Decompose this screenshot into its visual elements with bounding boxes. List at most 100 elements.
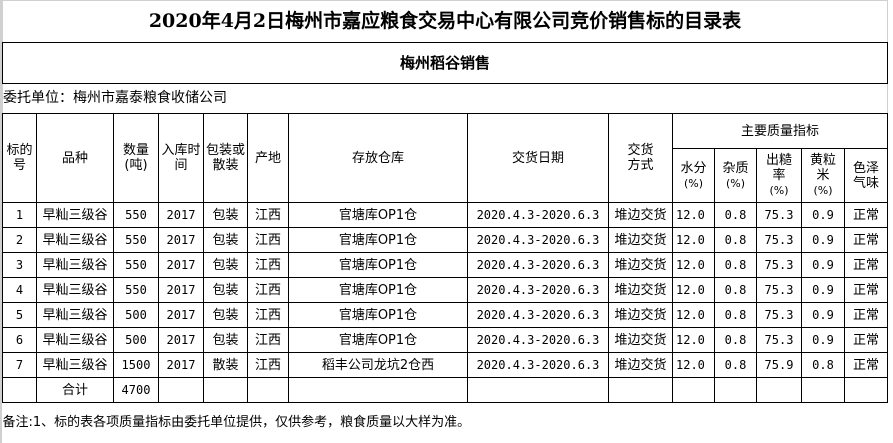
cell-delivery-date: 2020.4.3-2020.6.3	[467, 302, 609, 328]
table-row: 2 早籼三级谷 550 2017 包装 江西 官塘库OP1仓 2020.4.3-2020.6.…	[2, 227, 888, 253]
cell-color-smell: 正常	[844, 327, 888, 353]
table-row: 4 早籼三级谷 550 2017 包装 江西 官塘库OP1仓 2020.4.3-2020.6.…	[2, 277, 888, 303]
header-moisture: 水分 (%)	[672, 148, 715, 203]
table-row: 3 早籼三级谷 550 2017 包装 江西 官塘库OP1仓 2020.4.3-2020.6.…	[2, 252, 888, 278]
table-row: 5 早籼三级谷 500 2017 包装 江西 官塘库OP1仓 2020.4.3-2020.6.…	[2, 302, 888, 328]
cell-lot-no: 4	[2, 277, 37, 303]
cell-storage-year: 2017	[158, 327, 204, 353]
cell-quantity: 500	[113, 302, 159, 328]
header-delivery-method: 交货方式	[608, 113, 673, 203]
cell-yield: 75.3	[756, 327, 802, 353]
cell-lot-no: 5	[2, 302, 37, 328]
cell-storage-year: 2017	[158, 227, 204, 253]
cell-yellow-grain: 0.9	[801, 277, 845, 303]
cell-lot-no: 3	[2, 252, 37, 278]
cell-impurity: 0.8	[714, 227, 757, 253]
cell-storage-year: 2017	[158, 252, 204, 278]
cell-packing: 包装	[203, 277, 248, 303]
cell-impurity: 0.8	[714, 302, 757, 328]
cell-lot-no: 6	[2, 327, 37, 353]
cell-delivery-date: 2020.4.3-2020.6.3	[467, 352, 609, 378]
cell-lot-no: 7	[2, 352, 37, 378]
sheet-left-edge	[0, 0, 2, 443]
cell-variety: 早籼三级谷	[36, 352, 114, 378]
cell-delivery-method: 堆边交货	[608, 252, 673, 278]
cell-quantity: 550	[113, 227, 159, 253]
cell-origin: 江西	[247, 302, 289, 328]
cell-moisture: 12.0	[672, 277, 715, 303]
cell-packing: 包装	[203, 327, 248, 353]
cell-variety: 早籼三级谷	[36, 227, 114, 253]
cell-packing: 包装	[203, 302, 248, 328]
table-row: 7 早籼三级谷 1500 2017 散装 江西 稻丰公司龙坑2仓西 2020.4.3-2020…	[2, 352, 888, 378]
cell-storage-year: 2017	[158, 277, 204, 303]
header-storage-year: 入库时间	[158, 113, 204, 203]
cell-warehouse: 稻丰公司龙坑2仓西	[288, 352, 468, 378]
cell-warehouse: 官塘库OP1仓	[288, 277, 468, 303]
cell-color-smell: 正常	[844, 352, 888, 378]
cell-delivery-method: 堆边交货	[608, 227, 673, 253]
cell-color-smell: 正常	[844, 277, 888, 303]
cell-yield: 75.3	[756, 252, 802, 278]
cell-delivery-method: 堆边交货	[608, 277, 673, 303]
cell-quantity: 500	[113, 327, 159, 353]
cell-variety: 早籼三级谷	[36, 327, 114, 353]
cell-yield: 75.3	[756, 227, 802, 253]
cell-yellow-grain: 0.9	[801, 252, 845, 278]
cell-lot-no: 1	[2, 202, 37, 228]
header-color-smell: 色泽气味	[844, 148, 888, 203]
cell-impurity: 0.8	[714, 277, 757, 303]
cell-quantity: 550	[113, 277, 159, 303]
cell-yellow-grain: 0.9	[801, 227, 845, 253]
header-warehouse: 存放仓库	[288, 113, 468, 203]
cell-impurity: 0.8	[714, 327, 757, 353]
cell-warehouse: 官塘库OP1仓	[288, 327, 468, 353]
cell-color-smell: 正常	[844, 202, 888, 228]
header-quality-group: 主要质量指标	[672, 113, 888, 149]
cell-origin: 江西	[247, 277, 289, 303]
cell-warehouse: 官塘库OP1仓	[288, 202, 468, 228]
cell-packing: 包装	[203, 252, 248, 278]
cell-moisture: 12.0	[672, 252, 715, 278]
cell-moisture: 12.0	[672, 352, 715, 378]
cell-yellow-grain: 0.9	[801, 327, 845, 353]
page-title: 2020年4月2日梅州市嘉应粮食交易中心有限公司竞价销售标的目录表	[2, 0, 888, 43]
cell-warehouse: 官塘库OP1仓	[288, 252, 468, 278]
cell-color-smell: 正常	[844, 252, 888, 278]
cell-yield: 75.3	[756, 302, 802, 328]
cell-variety: 早籼三级谷	[36, 277, 114, 303]
cell-yellow-grain: 0.9	[801, 202, 845, 228]
cell-quantity: 1500	[113, 352, 159, 378]
total-row: 合计 4700	[2, 377, 888, 403]
cell-delivery-method: 堆边交货	[608, 302, 673, 328]
cell-origin: 江西	[247, 352, 289, 378]
cell-moisture: 12.0	[672, 202, 715, 228]
cell-impurity: 0.8	[714, 202, 757, 228]
cell-yellow-grain: 0.9	[801, 302, 845, 328]
cell-variety: 早籼三级谷	[36, 252, 114, 278]
header-packing: 包装或散装	[203, 113, 248, 203]
cell-storage-year: 2017	[158, 352, 204, 378]
cell-delivery-method: 堆边交货	[608, 327, 673, 353]
cell-delivery-date: 2020.4.3-2020.6.3	[467, 327, 609, 353]
client-unit: 委托单位：梅州市嘉泰粮食收储公司	[2, 83, 888, 114]
cell-warehouse: 官塘库OP1仓	[288, 302, 468, 328]
cell-delivery-date: 2020.4.3-2020.6.3	[467, 227, 609, 253]
subtitle: 梅州稻谷销售	[2, 42, 888, 84]
header-delivery-date: 交货日期	[467, 113, 609, 203]
cell-yield: 75.3	[756, 277, 802, 303]
total-label: 合计	[36, 377, 114, 403]
cell-variety: 早籼三级谷	[36, 202, 114, 228]
cell-delivery-date: 2020.4.3-2020.6.3	[467, 277, 609, 303]
cell-yield: 75.3	[756, 202, 802, 228]
cell-packing: 包装	[203, 227, 248, 253]
cell-origin: 江西	[247, 202, 289, 228]
remark-note: 备注:1、标的表各项质量指标由委托单位提供，仅供参考，粮食质量以大样为准。	[2, 402, 888, 443]
header-yield: 出糙率 (%)	[756, 148, 802, 203]
cell-packing: 包装	[203, 202, 248, 228]
cell-origin: 江西	[247, 227, 289, 253]
header-variety: 品种	[36, 113, 114, 203]
total-quantity: 4700	[113, 377, 159, 403]
table-row: 6 早籼三级谷 500 2017 包装 江西 官塘库OP1仓 2020.4.3-2020.6.…	[2, 327, 888, 353]
